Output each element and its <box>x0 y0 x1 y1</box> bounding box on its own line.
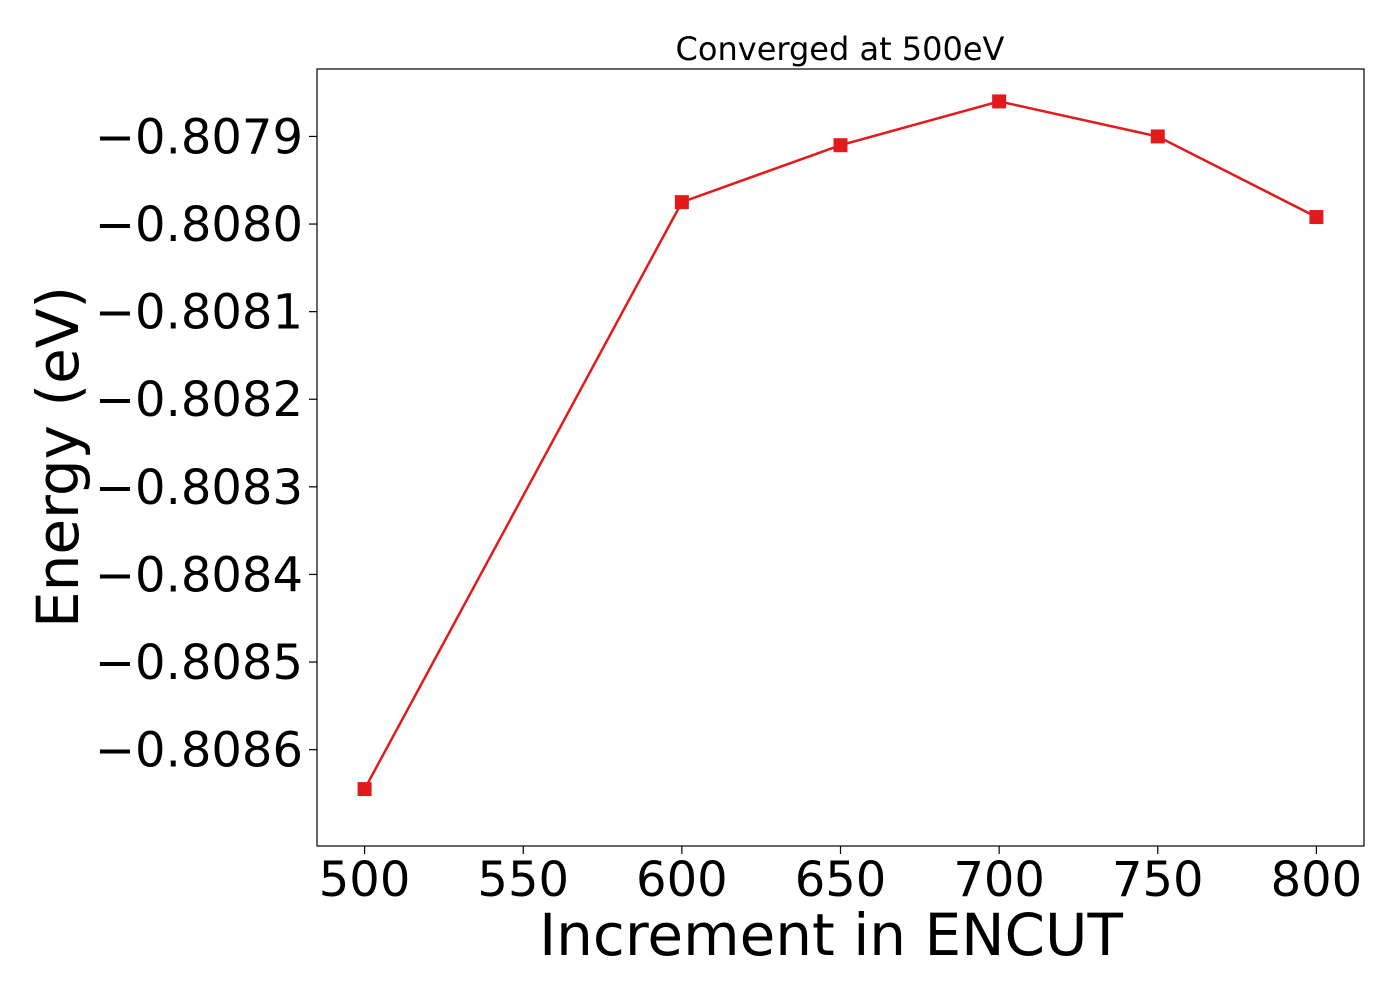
x-tick-label: 600 <box>636 852 728 908</box>
chart-title: Converged at 500eV <box>676 30 1005 68</box>
y-tick-label: −0.8081 <box>95 285 303 341</box>
y-tick-label: −0.8082 <box>95 372 303 428</box>
data-point-marker <box>833 138 848 153</box>
plot-frame <box>316 68 1365 847</box>
y-tick-label: −0.8079 <box>95 109 303 165</box>
y-axis: −0.8086 −0.8085 −0.8084 −0.8083 −0.8082 −0.80… <box>95 109 317 779</box>
data-point-marker <box>1309 210 1324 225</box>
x-tick-label: 800 <box>1271 852 1363 908</box>
data-point-marker <box>992 94 1007 109</box>
x-axis: 500 550 600 650 700 750 800 <box>319 846 1362 908</box>
y-axis-title: Energy (eV) <box>24 286 92 628</box>
y-tick-label: −0.8084 <box>95 547 303 603</box>
x-tick-label: 650 <box>795 852 887 908</box>
data-point-marker <box>674 195 689 210</box>
x-axis-title: Increment in ENCUT <box>539 901 1123 969</box>
x-tick-label: 550 <box>477 852 569 908</box>
x-tick-label: 500 <box>319 852 411 908</box>
series-line <box>363 100 1317 790</box>
y-tick-label: −0.8083 <box>95 460 303 516</box>
y-tick-label: −0.8080 <box>95 197 303 253</box>
data-point-marker <box>357 782 372 797</box>
y-tick-label: −0.8085 <box>95 635 303 691</box>
x-tick-label: 700 <box>953 852 1045 908</box>
y-tick-label: −0.8086 <box>95 723 303 779</box>
x-tick-label: 750 <box>1112 852 1204 908</box>
plot-area <box>357 94 1324 797</box>
data-point-marker <box>1150 129 1165 144</box>
